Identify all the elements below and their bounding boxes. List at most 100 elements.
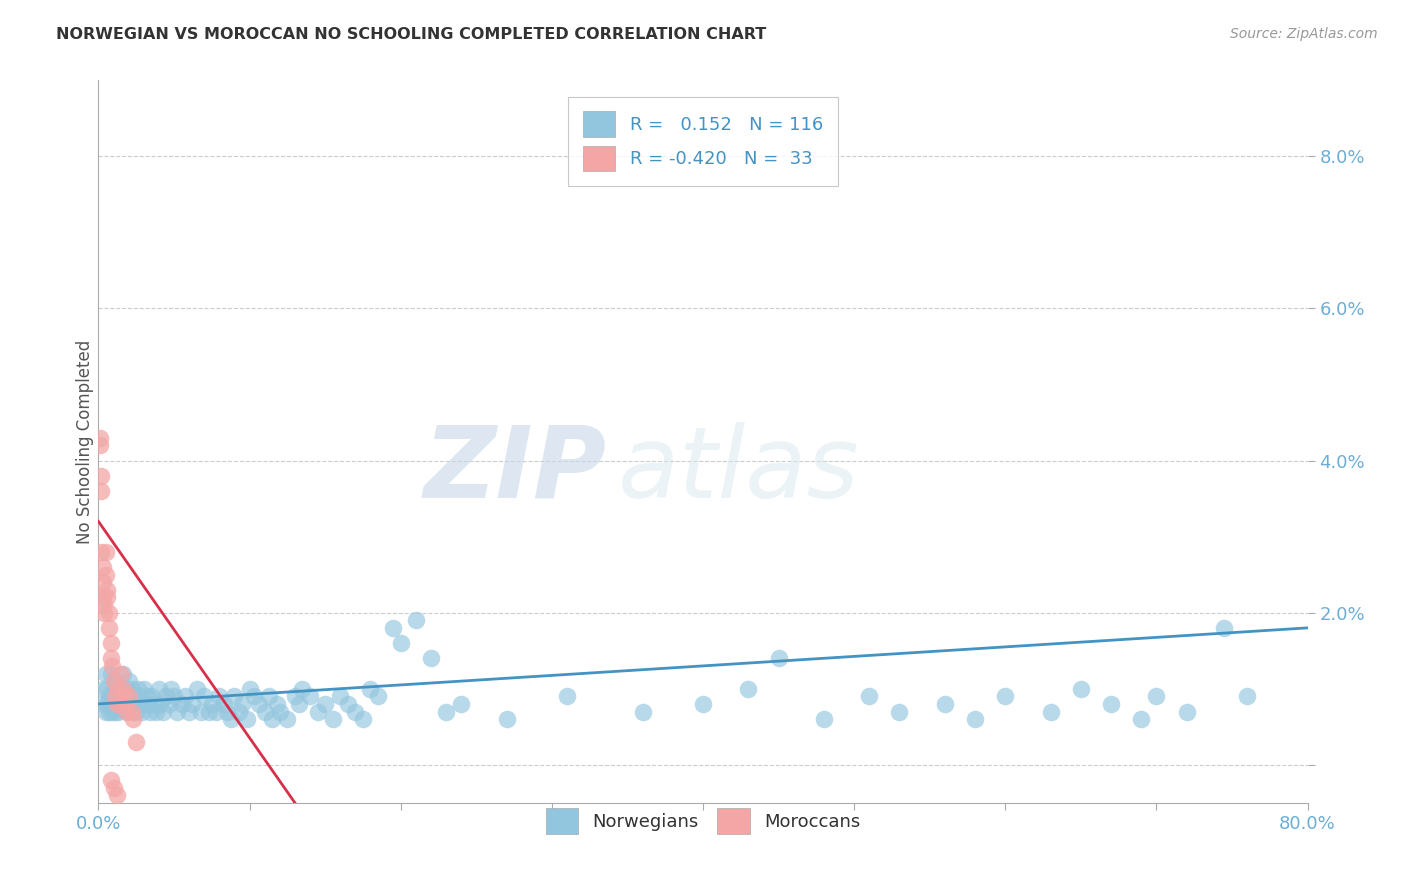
Point bbox=[352, 712, 374, 726]
Point bbox=[143, 697, 166, 711]
Point bbox=[1213, 621, 1236, 635]
Point bbox=[329, 690, 352, 704]
Point bbox=[105, 690, 128, 704]
Point bbox=[98, 690, 121, 704]
Point bbox=[934, 697, 956, 711]
Point bbox=[100, 772, 122, 787]
Point bbox=[768, 651, 790, 665]
Point bbox=[299, 690, 322, 704]
Point bbox=[107, 681, 129, 696]
Point bbox=[103, 681, 125, 696]
Point bbox=[110, 666, 132, 681]
Point bbox=[965, 712, 987, 726]
Point bbox=[118, 690, 141, 704]
Point bbox=[96, 582, 118, 597]
Point bbox=[100, 636, 122, 650]
Point bbox=[124, 690, 146, 704]
Point bbox=[224, 690, 246, 704]
Point bbox=[389, 636, 412, 650]
Point bbox=[1130, 712, 1153, 726]
Point bbox=[276, 712, 298, 726]
Text: NORWEGIAN VS MOROCCAN NO SCHOOLING COMPLETED CORRELATION CHART: NORWEGIAN VS MOROCCAN NO SCHOOLING COMPL… bbox=[56, 27, 766, 42]
Point bbox=[231, 697, 253, 711]
Point bbox=[107, 705, 129, 719]
Point bbox=[94, 545, 117, 559]
Point bbox=[1039, 705, 1062, 719]
Point bbox=[247, 697, 270, 711]
Point bbox=[221, 712, 243, 726]
Point bbox=[111, 666, 134, 681]
Point bbox=[94, 666, 117, 681]
Point bbox=[149, 697, 172, 711]
Point bbox=[114, 697, 136, 711]
Point bbox=[344, 705, 367, 719]
Point bbox=[104, 690, 127, 704]
Point bbox=[889, 705, 911, 719]
Point bbox=[166, 705, 188, 719]
Point bbox=[101, 705, 124, 719]
Point bbox=[314, 697, 336, 711]
Point bbox=[450, 697, 472, 711]
Point bbox=[105, 697, 128, 711]
Point bbox=[94, 567, 117, 582]
Point bbox=[104, 705, 127, 719]
Point bbox=[125, 705, 148, 719]
Point bbox=[115, 705, 138, 719]
Point bbox=[994, 690, 1017, 704]
Point bbox=[813, 712, 835, 726]
Point bbox=[239, 681, 262, 696]
Point bbox=[367, 690, 389, 704]
Point bbox=[112, 697, 135, 711]
Point bbox=[122, 697, 145, 711]
Text: Source: ZipAtlas.com: Source: ZipAtlas.com bbox=[1230, 27, 1378, 41]
Point bbox=[127, 681, 149, 696]
Point bbox=[135, 690, 157, 704]
Point bbox=[90, 483, 112, 498]
Point bbox=[101, 659, 124, 673]
Point bbox=[205, 705, 228, 719]
Point bbox=[108, 697, 131, 711]
Point bbox=[98, 621, 121, 635]
Point bbox=[228, 705, 250, 719]
Point bbox=[405, 613, 427, 627]
Point bbox=[89, 431, 111, 445]
Point bbox=[118, 690, 141, 704]
Point bbox=[434, 705, 457, 719]
Point bbox=[208, 690, 231, 704]
Point bbox=[122, 712, 145, 726]
Point bbox=[118, 674, 141, 689]
Point bbox=[101, 690, 124, 704]
Point bbox=[336, 697, 359, 711]
Point bbox=[91, 575, 114, 590]
Point bbox=[103, 780, 125, 795]
Point bbox=[89, 438, 111, 452]
Point bbox=[129, 697, 152, 711]
Point bbox=[93, 697, 115, 711]
Point bbox=[631, 705, 654, 719]
Point bbox=[96, 697, 118, 711]
Point bbox=[181, 697, 204, 711]
Point bbox=[121, 681, 143, 696]
Point bbox=[105, 697, 128, 711]
Point bbox=[132, 681, 155, 696]
Legend: Norwegians, Moroccans: Norwegians, Moroccans bbox=[534, 797, 872, 845]
Point bbox=[262, 712, 284, 726]
Point bbox=[555, 690, 578, 704]
Point bbox=[98, 606, 121, 620]
Point bbox=[495, 712, 517, 726]
Point bbox=[243, 690, 266, 704]
Point bbox=[139, 705, 162, 719]
Point bbox=[110, 690, 132, 704]
Point bbox=[360, 681, 382, 696]
Point bbox=[91, 560, 114, 574]
Point bbox=[170, 697, 193, 711]
Point bbox=[114, 681, 136, 696]
Point bbox=[692, 697, 714, 711]
Point bbox=[104, 674, 127, 689]
Point bbox=[1175, 705, 1198, 719]
Point bbox=[420, 651, 443, 665]
Point bbox=[197, 705, 219, 719]
Point bbox=[93, 598, 115, 612]
Point bbox=[257, 690, 280, 704]
Point bbox=[128, 690, 150, 704]
